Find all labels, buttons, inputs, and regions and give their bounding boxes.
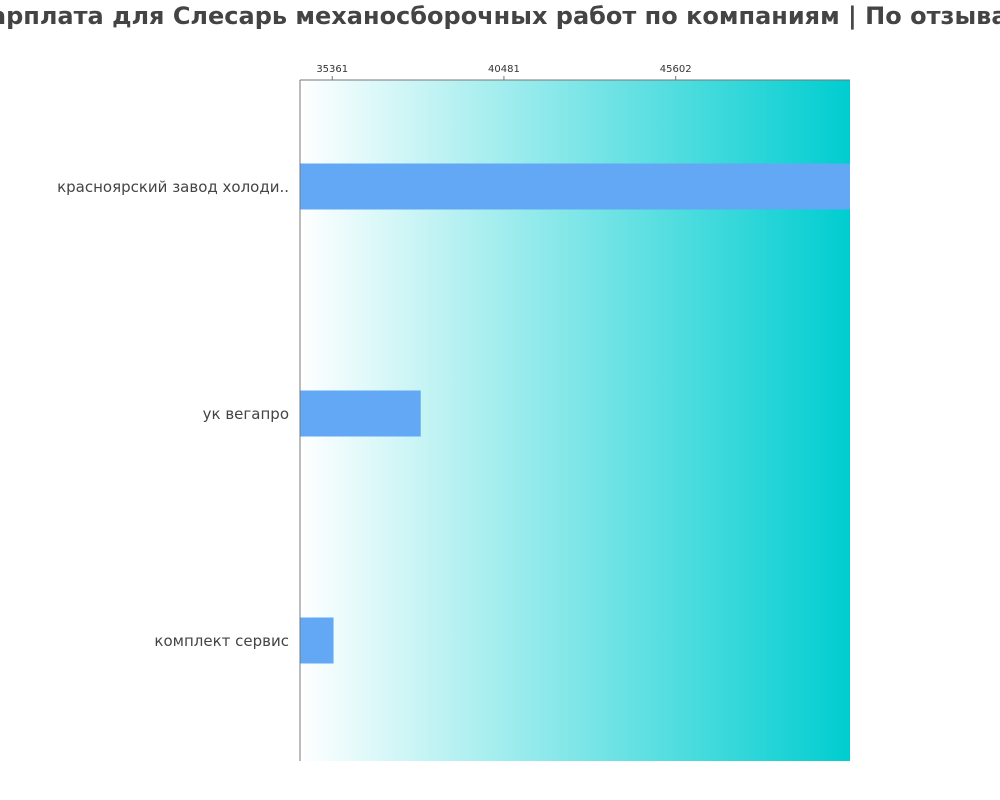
category-label: ук вегапро <box>203 405 289 423</box>
chart-title: Зарплата для Слесарь механосборочных раб… <box>0 2 1000 30</box>
x-axis-ticks: 35361 40481 45602 <box>316 64 692 80</box>
category-label: красноярский завод холоди.. <box>57 178 289 196</box>
x-tick-label: 35361 <box>316 64 348 75</box>
bar <box>300 390 421 437</box>
x-tick-label: 45602 <box>660 64 692 75</box>
bar <box>300 163 850 210</box>
bars-group <box>300 163 850 664</box>
category-labels: красноярский завод холоди.. ук вегапро ком… <box>57 178 289 650</box>
category-label: комплект сервис <box>154 632 289 650</box>
x-tick-label: 40481 <box>488 64 520 75</box>
bar <box>300 617 334 664</box>
